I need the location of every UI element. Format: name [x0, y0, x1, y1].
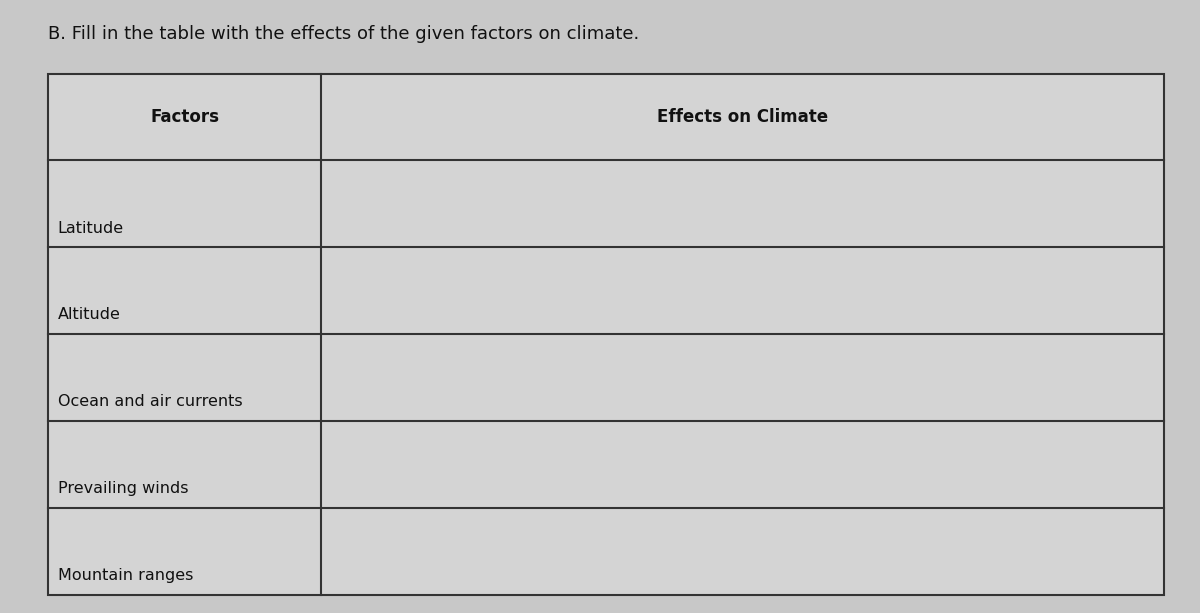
Text: Mountain ranges: Mountain ranges [58, 568, 193, 583]
Text: Factors: Factors [150, 108, 220, 126]
Bar [48, 74, 1164, 595]
Text: Latitude: Latitude [58, 221, 124, 235]
Text: Altitude: Altitude [58, 308, 120, 322]
Text: Ocean and air currents: Ocean and air currents [58, 394, 242, 409]
Bar [48, 74, 1164, 595]
Text: Effects on Climate: Effects on Climate [658, 108, 828, 126]
Text: Prevailing winds: Prevailing winds [58, 481, 188, 496]
Text: B. Fill in the table with the effects of the given factors on climate.: B. Fill in the table with the effects of… [48, 25, 640, 42]
